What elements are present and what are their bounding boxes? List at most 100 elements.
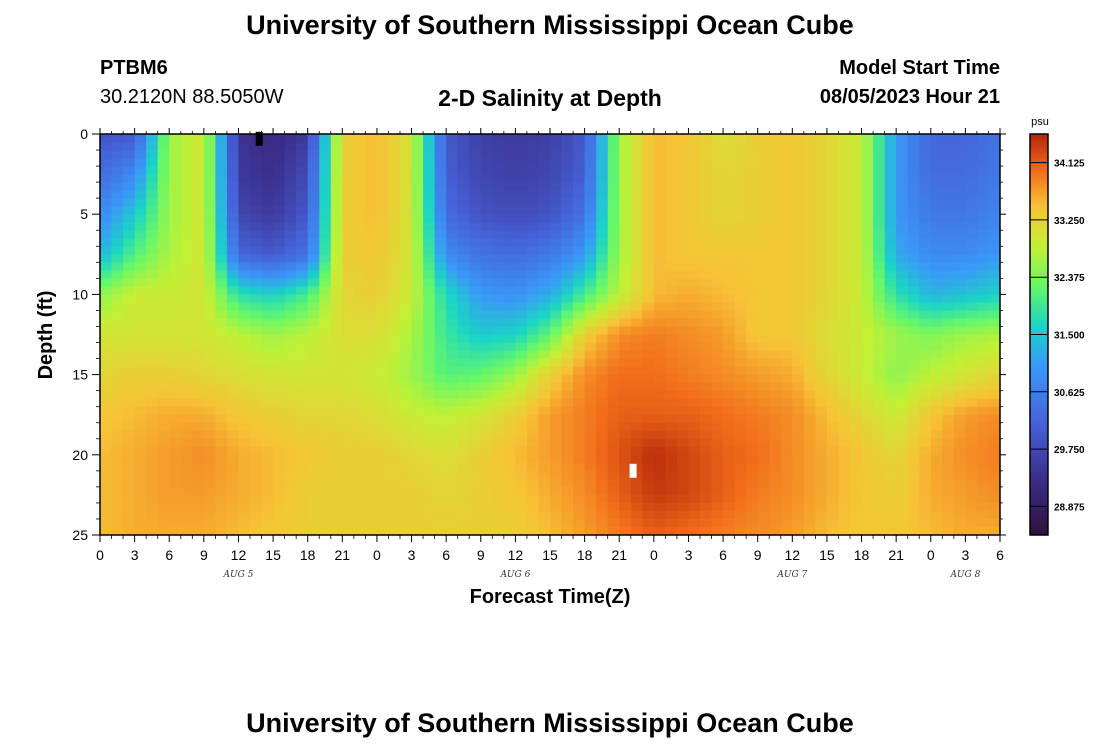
heatmap-cell: [896, 342, 909, 352]
heatmap-cell: [261, 262, 274, 271]
heatmap-cell: [146, 238, 159, 247]
heatmap-cell: [642, 390, 655, 400]
heatmap-cell: [861, 158, 874, 167]
heatmap-cell: [388, 134, 401, 143]
heatmap-cell: [123, 190, 136, 199]
heatmap-cell: [376, 230, 390, 239]
heatmap-cell: [180, 286, 193, 295]
heatmap-cell: [515, 158, 528, 167]
heatmap-cell: [388, 238, 401, 247]
heatmap-cell: [584, 238, 597, 247]
heatmap-cell: [965, 270, 978, 279]
heatmap-cell: [965, 318, 978, 328]
heatmap-cell: [319, 222, 332, 231]
heatmap-cell: [896, 238, 909, 247]
heatmap-cell: [930, 510, 943, 520]
heatmap-cell: [388, 190, 401, 199]
heatmap-cell: [676, 462, 690, 472]
heatmap-cell: [942, 430, 955, 440]
heatmap-cell: [423, 142, 436, 151]
heatmap-cell: [423, 430, 436, 440]
heatmap-cell: [411, 414, 424, 424]
heatmap-cell: [273, 454, 286, 464]
heatmap-cell: [400, 470, 413, 480]
heatmap-cell: [861, 142, 874, 151]
heatmap-cell: [342, 358, 355, 368]
heatmap-cell: [180, 318, 193, 328]
heatmap-cell: [550, 270, 563, 279]
heatmap-cell: [550, 198, 563, 207]
heatmap-cell: [434, 294, 447, 304]
heatmap-cell: [850, 182, 863, 191]
heatmap-cell: [250, 486, 263, 496]
heatmap-cell: [411, 358, 424, 368]
heatmap-cell: [965, 182, 978, 191]
heatmap-cell: [423, 486, 436, 496]
heatmap-cell: [734, 398, 747, 408]
heatmap-cell: [134, 270, 147, 279]
heatmap-cell: [884, 246, 897, 255]
heatmap-cell: [169, 262, 182, 271]
heatmap-cell: [157, 366, 170, 376]
heatmap-cell: [665, 358, 678, 368]
heatmap-cell: [642, 230, 655, 239]
heatmap-cell: [930, 278, 943, 287]
heatmap-cell: [942, 326, 955, 336]
heatmap-cell: [976, 446, 990, 456]
heatmap-cell: [573, 414, 586, 424]
heatmap-cell: [111, 254, 124, 263]
heatmap-cell: [711, 494, 724, 504]
heatmap-cell: [330, 486, 343, 496]
heatmap-cell: [376, 518, 390, 528]
heatmap-cell: [884, 374, 897, 384]
heatmap-cell: [457, 334, 470, 344]
heatmap-cell: [792, 222, 805, 231]
heatmap-cell: [492, 278, 505, 287]
heatmap-cell: [746, 406, 759, 416]
heatmap-cell: [238, 238, 251, 247]
heatmap-cell: [676, 430, 690, 440]
heatmap-cell: [734, 510, 747, 520]
heatmap-cell: [226, 142, 240, 151]
heatmap-cell: [561, 486, 574, 496]
heatmap-cell: [526, 270, 540, 279]
heatmap-cell: [169, 518, 182, 528]
heatmap-cell: [515, 390, 528, 400]
heatmap-cell: [815, 150, 828, 159]
heatmap-cell: [942, 462, 955, 472]
heatmap-cell: [619, 230, 632, 239]
heatmap-cell: [988, 462, 1000, 472]
heatmap-cell: [446, 438, 459, 448]
heatmap-cell: [146, 310, 159, 320]
heatmap-cell: [411, 430, 424, 440]
heatmap-cell: [146, 334, 159, 344]
heatmap-cell: [134, 230, 147, 239]
heatmap-cell: [976, 286, 990, 295]
heatmap-cell: [342, 494, 355, 504]
heatmap-cell: [365, 222, 378, 231]
heatmap-cell: [411, 350, 424, 360]
heatmap-cell: [180, 382, 193, 392]
heatmap-cell: [446, 382, 459, 392]
heatmap-cell: [226, 286, 240, 295]
heatmap-cell: [342, 478, 355, 488]
heatmap-cell: [792, 198, 805, 207]
heatmap-cell: [896, 214, 909, 223]
heatmap-cell: [446, 190, 459, 199]
heatmap-cells: [100, 134, 1000, 535]
heatmap-cell: [665, 190, 678, 199]
heatmap-cell: [284, 310, 297, 320]
heatmap-cell: [446, 254, 459, 263]
heatmap-cell: [480, 206, 493, 215]
heatmap-cell: [873, 190, 886, 199]
heatmap-cell: [388, 486, 401, 496]
heatmap-cell: [965, 414, 978, 424]
heatmap-cell: [353, 278, 366, 287]
heatmap-cell: [192, 158, 205, 167]
heatmap-cell: [988, 422, 1000, 432]
heatmap-cell: [826, 214, 840, 223]
heatmap-cell: [815, 366, 828, 376]
heatmap-cell: [826, 454, 840, 464]
heatmap-cell: [376, 478, 390, 488]
heatmap-cell: [400, 302, 413, 312]
